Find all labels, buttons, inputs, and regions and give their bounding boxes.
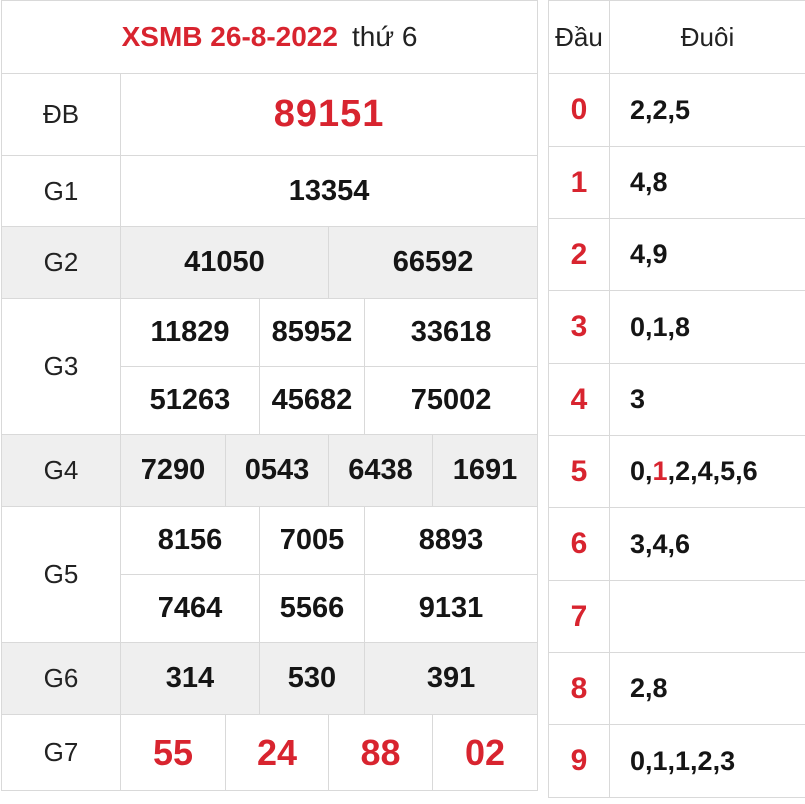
title-row: XSMB 26-8-2022 thứ 6 [0,0,539,74]
prize-row-g7: G7 55 24 88 02 [1,714,539,791]
prize-row-g5: G5 8156 7005 8893 [1,506,539,643]
duoi-cell: 4,8 [609,146,805,219]
results-title-text: XSMB 26-8-2022 [121,21,338,52]
prize-number: 391 [363,642,539,715]
prize-number: 88 [328,714,433,791]
special-prize-number: 89151 [119,73,539,156]
prize-number: 0543 [225,434,329,507]
duoi-part: 0, [630,456,653,486]
loto-row: 5 0,1,2,4,5,6 [548,435,805,508]
results-weekday: thứ 6 [351,21,418,52]
prize-number: 85952 [259,298,365,367]
loto-row: 8 2,8 [548,652,805,725]
loto-row: 3 0,1,8 [548,290,805,364]
loto-row: 6 3,4,6 [548,507,805,581]
prize-number: 6438 [328,434,433,507]
dau-cell: 6 [548,507,610,581]
prize-label: G5 [1,506,121,643]
prize-number: 51263 [120,366,260,435]
prize-number: 7005 [259,506,365,575]
prize-number: 24 [225,714,329,791]
prize-number: 1691 [431,434,539,507]
loto-row: 2 4,9 [548,218,805,291]
prize-label: G3 [1,298,121,435]
prize-label: G7 [1,714,121,791]
duoi-cell [609,580,805,653]
prize-number: 530 [259,642,365,715]
prize-number: 55 [120,714,226,791]
duoi-cell: 2,2,5 [609,73,805,147]
loto-row: 4 3 [548,363,805,436]
dau-cell: 3 [548,290,610,364]
prize-row-g4: G4 7290 0543 6438 1691 [1,434,539,507]
prize-number: 33618 [363,298,539,367]
prize-row-g3b: 51263 45682 75002 [2,366,539,435]
prize-row-db: ĐB 89151 [1,73,539,156]
duoi-highlight: 1 [652,456,668,486]
duoi-header: Đuôi [609,0,805,74]
duoi-cell: 3 [609,363,805,436]
duoi-cell: 0,1,8 [609,290,805,364]
dau-cell: 7 [548,580,610,653]
duoi-cell: 4,9 [609,218,805,291]
dau-cell: 9 [548,724,610,798]
prize-number: 7290 [120,434,226,507]
prize-number: 13354 [119,155,539,227]
prize-number: 314 [120,642,260,715]
prize-number: 02 [431,714,539,791]
prize-row-g2: G2 41050 66592 [1,226,539,299]
duoi-cell: 0,1,1,2,3 [609,724,805,798]
loto-row: 9 0,1,1,2,3 [548,724,805,798]
results-title: XSMB 26-8-2022 thứ 6 [0,0,539,74]
loto-row: 1 4,8 [548,146,805,219]
loto-header-row: Đầu Đuôi [548,0,805,74]
dau-cell: 4 [548,363,610,436]
duoi-cell: 3,4,6 [609,507,805,581]
prize-label: G6 [1,642,121,715]
prize-number: 66592 [327,226,539,299]
duoi-cell: 0,1,2,4,5,6 [609,435,805,508]
prize-row-g1: G1 13354 [1,155,539,227]
prize-row-g3: G3 11829 85952 33618 [1,298,539,435]
prize-number: 45682 [259,366,365,435]
results-table-panel: XSMB 26-8-2022 thứ 6 ĐB 89151 G1 13354 G2… [0,0,539,791]
prize-label: G2 [1,226,121,299]
dau-cell: 2 [548,218,610,291]
prize-number: 5566 [259,574,365,643]
dau-cell: 8 [548,652,610,725]
loto-table: Đầu Đuôi 0 2,2,5 1 4,8 2 4,9 3 0,1,8 4 3… [548,0,805,798]
prize-label: G1 [1,155,121,227]
prize-number: 9131 [363,574,539,643]
dau-cell: 0 [548,73,610,147]
prize-number: 8156 [120,506,260,575]
prize-number: 7464 [120,574,260,643]
dau-header: Đầu [548,0,610,74]
prize-number: 75002 [363,366,539,435]
prize-label: G4 [1,434,121,507]
prize-number: 41050 [120,226,329,299]
dau-cell: 1 [548,146,610,219]
prize-row-g6: G6 314 530 391 [1,642,539,715]
loto-row: 7 [548,580,805,653]
prize-number: 11829 [120,298,260,367]
loto-row: 0 2,2,5 [548,73,805,147]
prize-number: 8893 [363,506,539,575]
results-table: XSMB 26-8-2022 thứ 6 ĐB 89151 G1 13354 G2… [0,0,539,791]
prize-label: ĐB [1,73,121,156]
duoi-part: ,2,4,5,6 [667,456,758,486]
dau-cell: 5 [548,435,610,508]
duoi-cell: 2,8 [609,652,805,725]
loto-table-panel: Đầu Đuôi 0 2,2,5 1 4,8 2 4,9 3 0,1,8 4 3… [548,0,805,798]
